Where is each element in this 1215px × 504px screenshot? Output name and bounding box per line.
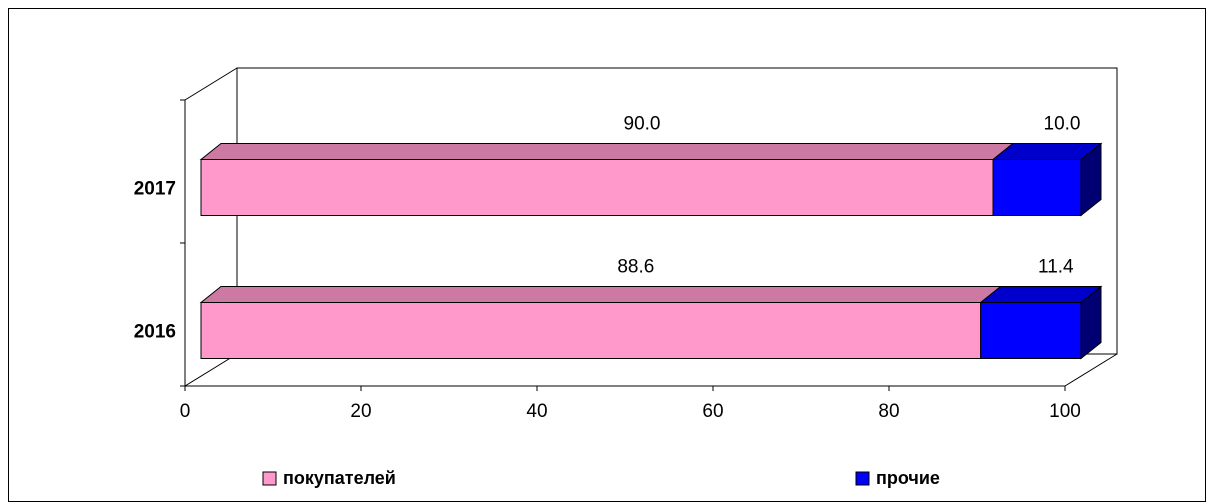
data-label-прочие-2017: 10.0 [1044,114,1081,135]
bar-side-прочие-2017 [1080,142,1102,217]
side-wall-top-edge [184,67,238,101]
legend-swatch-прочие [855,471,870,486]
chart-bars [199,142,1103,360]
legend-label-покупателей: покупателей [283,468,396,488]
floor-right-edge [1064,353,1118,387]
x-tick-label: 40 [526,401,547,422]
legend-label-прочие: прочие [876,468,940,488]
bar-side-прочие-2016 [1080,285,1102,360]
legend-swatch-покупателей [262,471,277,486]
x-tick-label: 0 [180,401,191,422]
chart-frame [8,8,1206,502]
bar-покупателей-2016 [200,302,982,359]
floor-left-edge [184,353,238,387]
data-label-покупателей-2016: 88.6 [617,257,654,278]
category-label-2017: 2017 [134,179,176,200]
chart-labels: 90.0 10.0 2017 88.6 11.4 2016 [134,114,1081,343]
legend: покупателей прочие [262,468,940,488]
bar-top-прочие-2016 [979,286,1103,303]
bar-покупателей-2017 [200,159,994,216]
x-tick-label: 80 [878,401,899,422]
bar-top-покупателей-2016 [199,286,1003,303]
bar-прочие-2016 [980,302,1082,359]
x-tick-label: 60 [702,401,723,422]
x-tick-label: 20 [350,401,371,422]
x-axis: 0 20 40 60 80 100 [180,386,1081,422]
bar-top-покупателей-2017 [199,143,1015,160]
bar-прочие-2017 [992,159,1082,216]
x-tick-label: 100 [1049,401,1081,422]
data-label-прочие-2016: 11.4 [1038,257,1074,278]
category-label-2016: 2016 [134,322,176,343]
data-label-покупателей-2017: 90.0 [624,114,661,135]
